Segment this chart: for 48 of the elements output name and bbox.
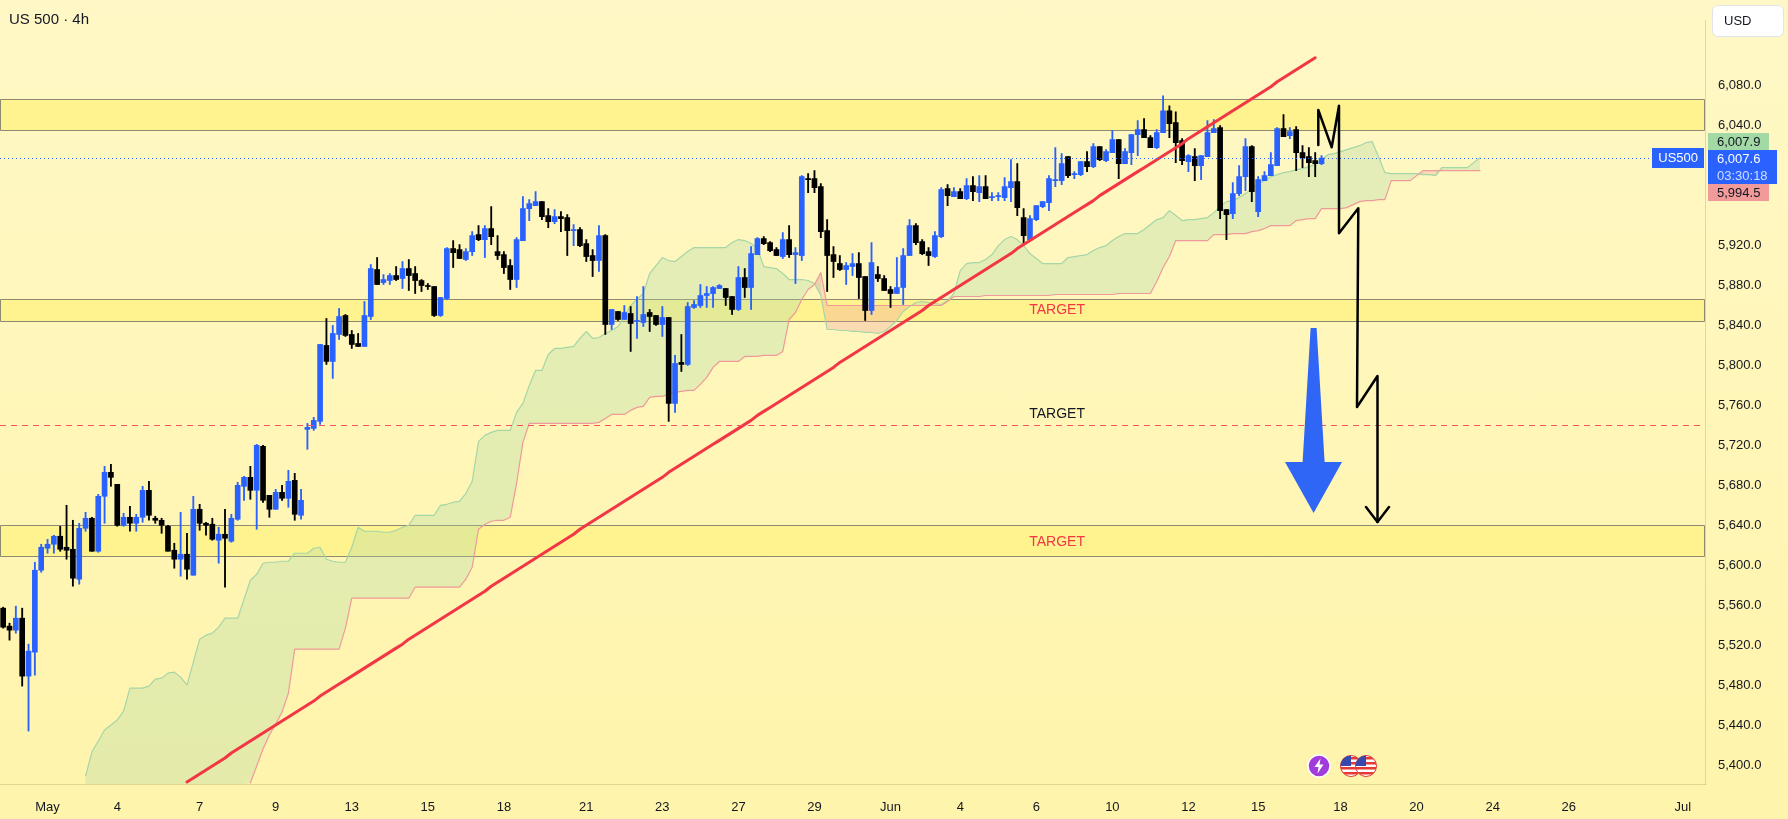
text: 6,007.6	[1717, 150, 1761, 166]
text: 6,007.9	[1717, 133, 1761, 149]
x-tick-label: 18	[1333, 799, 1348, 815]
x-tick-label: Jul	[1674, 799, 1692, 815]
y-tick-label: 5,800.0	[1718, 357, 1762, 373]
x-tick-label: 20	[1409, 799, 1424, 815]
y-tick-label: 5,480.0	[1718, 676, 1762, 692]
y-tick-label: 5,560.0	[1718, 596, 1762, 612]
y-tick-label: 5,400.0	[1718, 756, 1762, 772]
x-tick-label: Jun	[880, 799, 902, 815]
band-label: TARGET	[1029, 301, 1086, 318]
y-tick-label: 5,680.0	[1718, 476, 1762, 492]
y-tick-label: 5,440.0	[1718, 716, 1762, 732]
x-tick-label: 10	[1105, 799, 1120, 815]
x-tick-label: 9	[272, 799, 280, 815]
x-tick-label: 7	[196, 799, 204, 815]
x-tick-label: 26	[1561, 799, 1576, 815]
y-tick-label: 5,720.0	[1718, 436, 1762, 452]
chart-title: US 500 · 4h	[9, 10, 90, 28]
text: 03:30:18	[1717, 167, 1768, 183]
text: 5,994.5	[1717, 184, 1761, 200]
x-tick-label: 18	[496, 799, 512, 815]
y-tick-label: 5,760.0	[1718, 396, 1762, 412]
x-tick-label: 24	[1485, 799, 1500, 815]
x-tick-label: 12	[1181, 799, 1196, 815]
y-tick-label: 6,040.0	[1718, 117, 1762, 133]
x-tick-label: 23	[655, 799, 670, 815]
x-tick-label: 15	[420, 799, 436, 815]
ref-line-label: US500	[1658, 150, 1698, 166]
x-tick-label: 15	[1250, 799, 1266, 815]
y-tick-label: 5,880.0	[1718, 277, 1762, 293]
band-label: TARGET	[1029, 532, 1086, 549]
y-tick-label: 6,080.0	[1718, 77, 1762, 93]
x-tick-label: 13	[344, 799, 360, 815]
y-tick-label: 5,520.0	[1718, 636, 1762, 652]
x-tick-label: 27	[731, 799, 746, 815]
x-tick-label: 6	[1032, 799, 1040, 815]
x-tick-label: 21	[579, 799, 594, 815]
y-tick-label: 5,600.0	[1718, 556, 1762, 572]
ref-line-label: TARGET	[1029, 405, 1086, 422]
x-tick-label: May	[35, 799, 61, 815]
y-tick-label: 5,840.0	[1718, 317, 1762, 333]
y-tick-label: 5,920.0	[1718, 237, 1762, 253]
x-tick-label: 29	[807, 799, 822, 815]
y-axis-title: USD	[1712, 5, 1784, 37]
x-tick-label: 4	[113, 799, 121, 815]
y-tick-label: 5,640.0	[1718, 516, 1762, 532]
x-tick-label: 4	[956, 799, 964, 815]
